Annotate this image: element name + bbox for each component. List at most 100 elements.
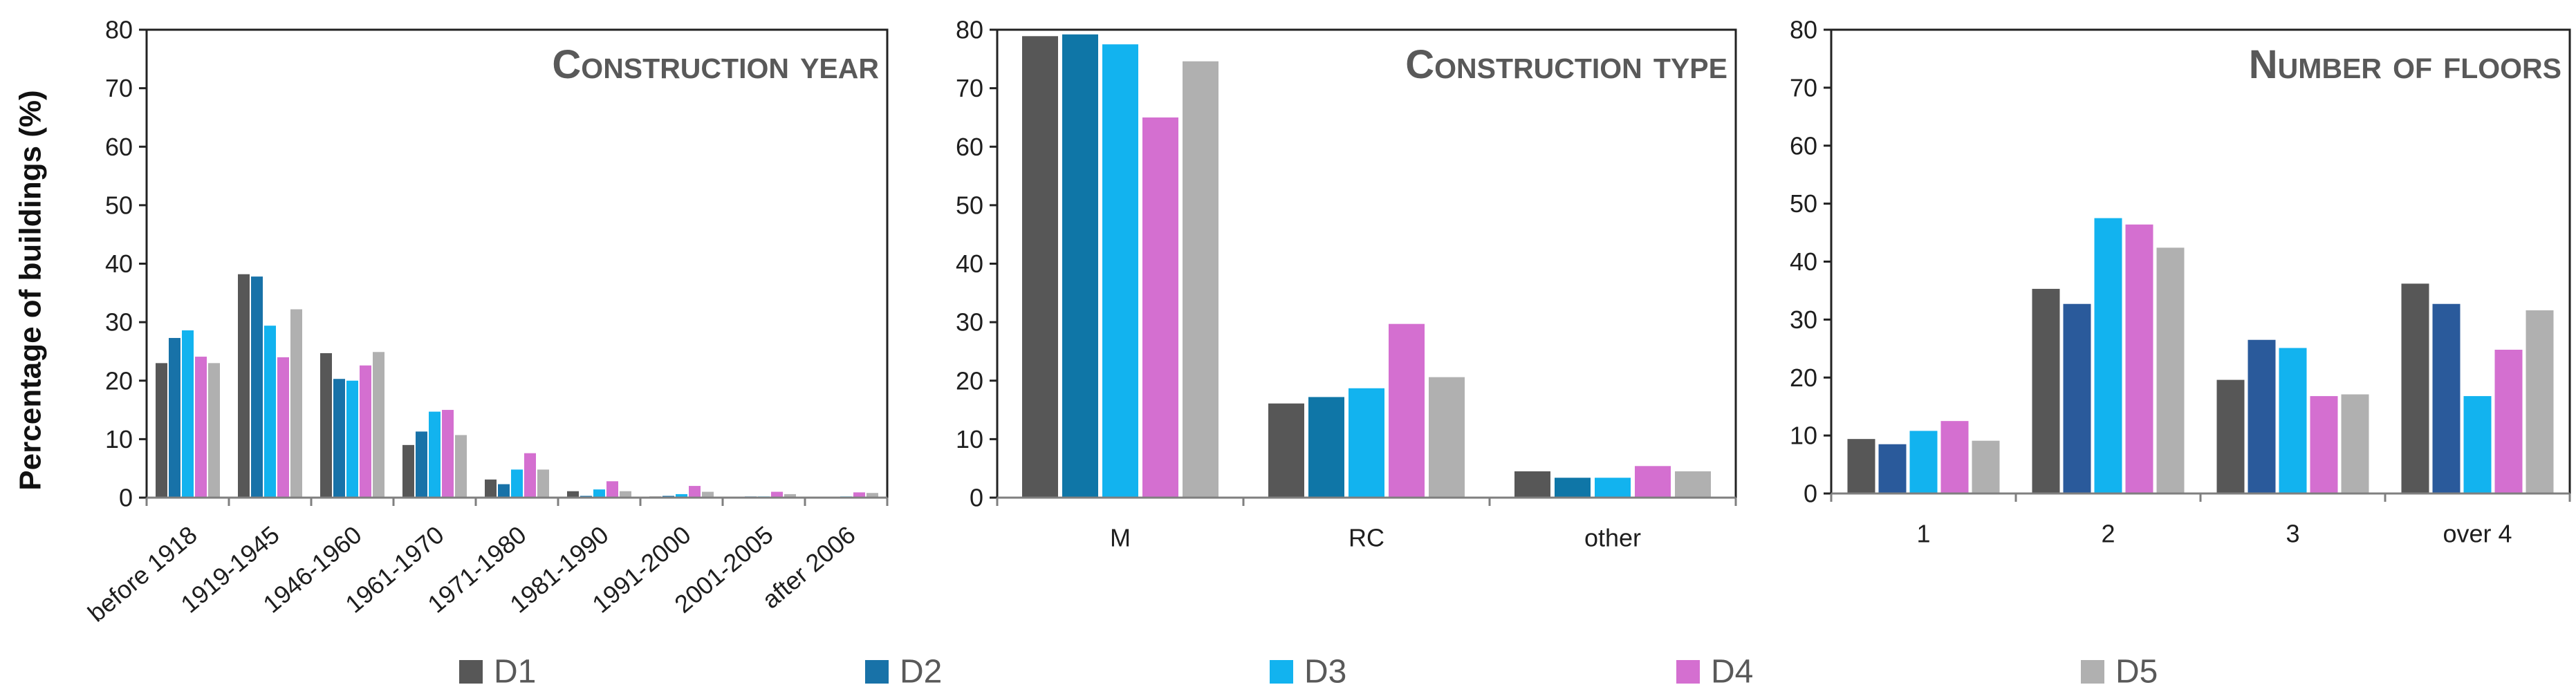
bar-d2-other [1555,478,1591,498]
bar-d5-1 [1972,440,2000,493]
bar-d1-1961-1970 [402,444,414,498]
y-tick-label: 10 [105,425,133,453]
y-tick-label: 20 [1790,364,1817,392]
bar-d4-1946-1960 [360,365,371,498]
bar-d3-before-1918 [182,330,194,498]
bar-d1-m [1022,36,1058,498]
y-axis-title: Percentage of buildings (%) [14,90,48,490]
bar-d1-1946-1960 [320,352,332,498]
y-tick-label: 60 [1790,131,1817,160]
legend-swatch [459,660,483,684]
bar-d3-1919-1945 [264,326,276,498]
bar-d5-after-2006 [867,493,878,498]
bar-d2-rc [1308,397,1344,498]
bar-d1-3 [2216,379,2245,493]
legend-swatch [1676,660,1700,684]
bar-d4-over-4 [2494,349,2523,493]
bar-d2-2 [2063,303,2091,493]
bar-d5-other [1675,471,1711,498]
y-tick-label: 50 [105,191,133,219]
legend-label: D3 [1304,654,1346,690]
bar-d5-m [1183,61,1218,498]
legend-label: D5 [2115,654,2158,690]
y-tick-label: 70 [1790,73,1817,102]
y-tick-label: 30 [105,308,133,337]
y-tick-label: 20 [956,366,983,395]
bar-d3-3 [2279,348,2307,493]
bar-d4-1961-1970 [442,410,454,498]
bar-d1-2 [2032,288,2060,493]
chart-title: Construction year [552,42,879,87]
legend: D1 D2 D3 D4 D5 [459,654,2158,690]
bar-d2-1961-1970 [416,431,427,498]
legend-label: D1 [494,654,536,690]
legend-swatch [2081,660,2104,684]
bar-d5-2 [2156,247,2185,493]
bar-d5-1961-1970 [455,435,467,498]
chart-panel-construction-type: 0 10 20 30 40 50 60 70 80 M RC other Construction ty… [956,16,1737,552]
bar-d3-1 [1909,431,1938,493]
bar-d2-before-1918 [169,337,180,498]
y-tick-label: 70 [956,74,983,102]
bar-d5-over-4 [2526,310,2554,493]
x-category-label: 1 [1916,520,1930,548]
bar-d1-1981-1990 [567,491,579,498]
bar-d3-rc [1349,388,1384,498]
y-tick-label: 0 [1804,480,1817,508]
chart-panel-number-of-floors: 0 10 20 30 40 50 60 70 80 1 2 3 over 4 Number of floo… [1790,16,2571,548]
bar-d3-1971-1980 [511,469,523,498]
y-tick-label: 50 [1790,189,1817,218]
bar-d5-1971-1980 [537,469,549,498]
legend-item-d3: D3 [1270,654,1346,690]
chart-title: Number of floors [2249,42,2561,87]
bar-d3-2 [2094,218,2122,493]
y-tick-label: 60 [956,133,983,161]
y-tick-label: 40 [1790,247,1817,276]
x-category-label: 2 [2101,520,2115,548]
bar-d3-1946-1960 [346,380,358,498]
bar-d4-1981-1990 [606,481,618,498]
bar-d2-m [1062,34,1098,498]
bar-d4-1971-1980 [524,453,536,498]
bar-d5-1991-2000 [702,491,714,498]
bar-d5-1919-1945 [290,309,302,498]
bar-d5-before-1918 [208,363,220,498]
bar-d5-1946-1960 [373,352,384,498]
y-tick-label: 10 [956,425,983,453]
legend-item-d2: D2 [865,654,942,690]
x-category-label: RC [1349,524,1384,552]
bar-d2-1971-1980 [498,484,510,498]
bar-d1-1 [1847,439,1875,493]
bar-d4-before-1918 [195,357,207,498]
x-category-label: other [1584,524,1641,552]
bar-d1-1971-1980 [485,479,497,498]
bar-d4-1991-2000 [689,486,701,498]
bar-d4-rc [1389,323,1425,498]
legend-swatch [1270,660,1293,684]
bar-d1-rc [1268,403,1304,498]
bar-d3-1961-1970 [429,411,441,498]
legend-item-d5: D5 [2081,654,2158,690]
legend-swatch [865,660,889,684]
bar-d2-over-4 [2432,303,2461,493]
y-tick-label: 0 [119,484,133,512]
y-tick-label: 0 [970,484,983,512]
y-tick-label: 20 [105,366,133,395]
bar-d2-1 [1878,444,1907,493]
bar-d1-over-4 [2401,283,2429,493]
chart-title: Construction type [1405,42,1727,87]
legend-label: D2 [900,654,942,690]
y-tick-label: 70 [105,74,133,102]
y-tick-label: 50 [956,191,983,219]
bar-d2-1919-1945 [251,276,263,498]
bar-d2-3 [2248,339,2276,493]
y-tick-label: 80 [956,16,983,44]
y-tick-label: 10 [1790,422,1817,450]
x-category-label: over 4 [2443,520,2512,548]
bar-d1-before-1918 [156,363,167,498]
bar-d3-over-4 [2463,396,2492,493]
legend-item-d1: D1 [459,654,536,690]
y-tick-label: 30 [1790,305,1817,334]
bar-d3-other [1595,478,1631,498]
bar-d4-1919-1945 [277,357,289,498]
